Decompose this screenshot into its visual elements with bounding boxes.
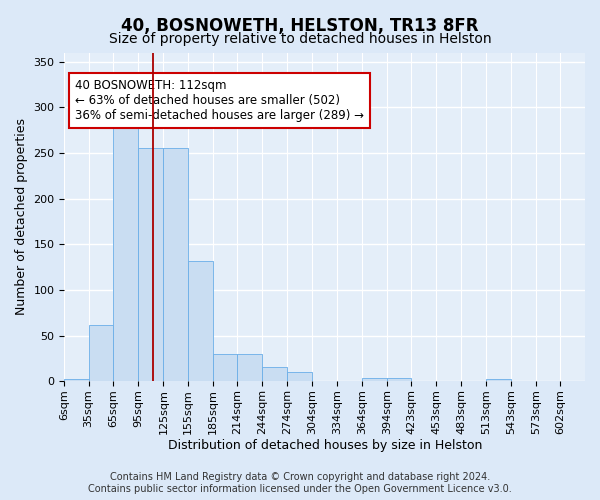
Bar (113, 116, 139, 381)
Bar (387, 378, 411, 381)
Bar (163, 148, 188, 381)
Bar (64, 380, 89, 381)
Text: 40 BOSNOWETH: 112sqm
← 63% of detached houses are smaller (502)
36% of semi-deta: 40 BOSNOWETH: 112sqm ← 63% of detached h… (75, 79, 364, 122)
Bar (287, 372, 312, 381)
Bar (213, 354, 238, 381)
Bar (139, 148, 163, 381)
Bar (188, 260, 213, 381)
Bar (262, 366, 287, 381)
Bar (486, 380, 511, 381)
Text: Contains HM Land Registry data © Crown copyright and database right 2024.
Contai: Contains HM Land Registry data © Crown c… (88, 472, 512, 494)
Text: 40, BOSNOWETH, HELSTON, TR13 8FR: 40, BOSNOWETH, HELSTON, TR13 8FR (121, 18, 479, 36)
Bar (89, 324, 113, 381)
Bar (238, 354, 262, 381)
Y-axis label: Number of detached properties: Number of detached properties (15, 118, 28, 316)
Bar (362, 378, 387, 381)
Text: Size of property relative to detached houses in Helston: Size of property relative to detached ho… (109, 32, 491, 46)
X-axis label: Distribution of detached houses by size in Helston: Distribution of detached houses by size … (167, 440, 482, 452)
